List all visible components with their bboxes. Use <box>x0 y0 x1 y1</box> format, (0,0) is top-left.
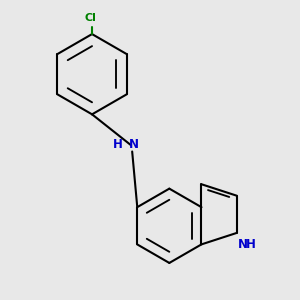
Text: H: H <box>112 138 122 152</box>
Text: H: H <box>246 238 256 251</box>
Text: N: N <box>129 138 139 152</box>
Text: N: N <box>238 238 248 251</box>
Text: Cl: Cl <box>85 13 97 23</box>
